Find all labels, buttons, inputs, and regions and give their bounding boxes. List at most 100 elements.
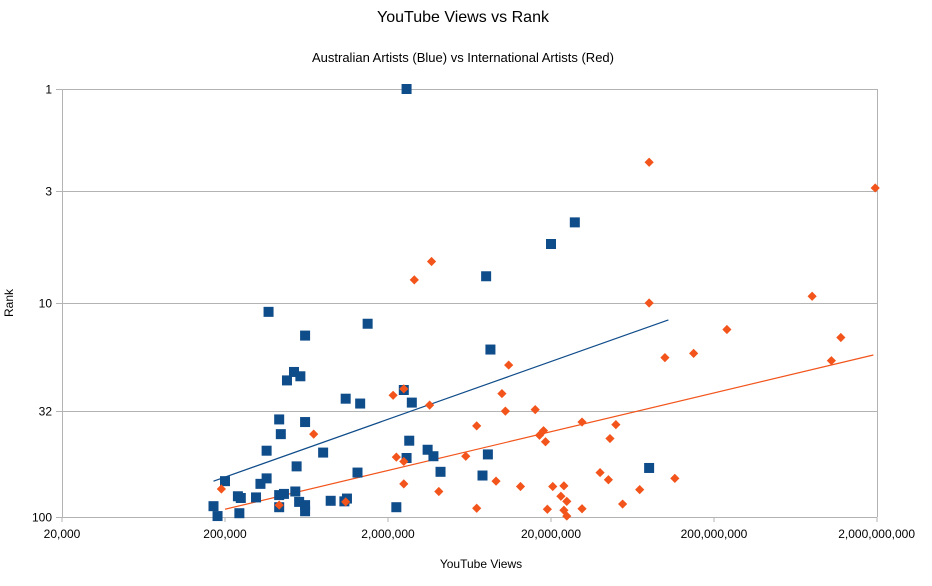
australian-artist-point bbox=[428, 451, 439, 462]
international-artist-point bbox=[807, 291, 817, 301]
x-tick-label: 20,000,000 bbox=[521, 527, 581, 541]
international-artist-point bbox=[472, 421, 482, 431]
australian-artist-point bbox=[325, 495, 336, 506]
australian-artist-point bbox=[212, 511, 223, 522]
x-tick-label: 2,000,000 bbox=[361, 527, 415, 541]
international-artist-point bbox=[530, 405, 540, 415]
australian-artist-point bbox=[300, 330, 311, 341]
international-artist-point bbox=[577, 417, 587, 427]
australian-artist-point bbox=[294, 496, 305, 507]
australian-artist-point bbox=[435, 466, 446, 477]
trendline-layer bbox=[213, 319, 874, 510]
australian-artist-point bbox=[546, 238, 556, 249]
y-tick-label: 100 bbox=[32, 511, 52, 525]
australian-artist-point bbox=[485, 344, 496, 355]
australian-artist-point bbox=[291, 461, 302, 472]
australian-artist-point bbox=[482, 449, 493, 460]
australian-artist-point bbox=[355, 398, 366, 409]
x-tick-label: 200,000,000 bbox=[681, 527, 748, 541]
x-tick-label: 2,000,000,000 bbox=[838, 527, 915, 541]
australian-artist-point bbox=[340, 393, 351, 404]
australian-artist-point bbox=[255, 478, 266, 489]
international-artist-point bbox=[644, 298, 654, 308]
international-artist-point bbox=[611, 419, 621, 430]
international-artist-point bbox=[274, 500, 284, 510]
australian-artist-point bbox=[261, 473, 272, 484]
international-artist-point bbox=[434, 486, 444, 497]
australian-artist-point bbox=[422, 444, 433, 455]
australian-artist-point bbox=[391, 502, 402, 513]
international-artist-point bbox=[870, 183, 880, 193]
international-artist-point bbox=[548, 481, 558, 492]
tick-label-layer: 1 3 10 32 100 20,000 200,000 2,000,000 20,000,00… bbox=[32, 83, 915, 542]
australian-artist-point bbox=[477, 470, 488, 481]
australian-artist-point bbox=[404, 435, 415, 446]
international-artist-point bbox=[603, 475, 614, 485]
australian-artist-point bbox=[300, 500, 311, 511]
international-artist-point bbox=[388, 390, 398, 400]
y-tick-label: 32 bbox=[39, 405, 53, 419]
australian-artist-point bbox=[318, 447, 329, 458]
australian-artist-point bbox=[235, 492, 246, 503]
australian-artist-point bbox=[274, 490, 285, 501]
australian-artist-point bbox=[352, 467, 363, 478]
trendline bbox=[224, 354, 874, 510]
international-artist-point bbox=[826, 356, 836, 366]
international-artist-point bbox=[538, 426, 549, 436]
x-tick-label: 20,000 bbox=[44, 527, 81, 541]
international-artist-point bbox=[309, 429, 319, 439]
international-artist-point bbox=[540, 437, 551, 447]
y-tick-label: 3 bbox=[45, 185, 52, 199]
trendline bbox=[213, 319, 669, 482]
international-artist-point bbox=[562, 511, 572, 521]
international-artist-point bbox=[425, 400, 435, 410]
international-artist-point bbox=[618, 499, 628, 509]
international-artist-point bbox=[660, 353, 670, 363]
international-artist-point bbox=[497, 388, 507, 399]
australian-artist-point bbox=[275, 429, 286, 440]
australian-artist-point bbox=[281, 375, 292, 386]
international-artist-point bbox=[500, 406, 510, 416]
international-artist-point bbox=[491, 476, 501, 486]
international-artist-point bbox=[534, 430, 545, 440]
international-artist-point bbox=[515, 481, 526, 492]
international-artist-point bbox=[562, 496, 572, 506]
international-artist-point bbox=[399, 479, 409, 489]
australian-artist-point bbox=[295, 371, 306, 382]
international-artist-point bbox=[689, 348, 699, 359]
australian-artist-point bbox=[300, 506, 311, 517]
australian-artist-point bbox=[401, 452, 412, 463]
australian-artist-point bbox=[220, 476, 230, 487]
australian-artist-point bbox=[261, 445, 272, 456]
international-artist-point bbox=[409, 275, 419, 285]
x-tick-label: 200,000 bbox=[203, 527, 247, 541]
australian-artist-point bbox=[300, 417, 311, 428]
australian-artist-point bbox=[362, 318, 373, 329]
data-point-layer bbox=[208, 84, 880, 522]
international-artist-point bbox=[836, 332, 846, 343]
international-artist-point bbox=[341, 497, 351, 507]
international-artist-point bbox=[595, 467, 605, 478]
international-artist-point bbox=[670, 473, 680, 483]
australian-artist-point bbox=[251, 492, 262, 503]
australian-artist-point bbox=[234, 508, 245, 519]
y-tick-label: 10 bbox=[39, 297, 53, 311]
australian-artist-point bbox=[481, 271, 492, 282]
international-artist-point bbox=[216, 484, 226, 494]
x-axis-label: YouTube Views bbox=[440, 557, 522, 571]
chart-subtitle: Australian Artists (Blue) vs Internation… bbox=[312, 50, 614, 65]
international-artist-point bbox=[426, 256, 437, 267]
australian-artist-point bbox=[290, 486, 301, 497]
international-artist-point bbox=[556, 491, 566, 501]
grid-layer bbox=[56, 89, 878, 522]
chart-title: YouTube Views vs Rank bbox=[377, 9, 550, 26]
y-tick-label: 1 bbox=[45, 83, 52, 97]
international-artist-point bbox=[391, 452, 401, 462]
international-artist-point bbox=[559, 481, 569, 491]
international-artist-point bbox=[635, 485, 645, 495]
y-axis-label: Rank bbox=[2, 288, 16, 317]
australian-artist-point bbox=[569, 217, 580, 228]
international-artist-point bbox=[605, 433, 615, 444]
